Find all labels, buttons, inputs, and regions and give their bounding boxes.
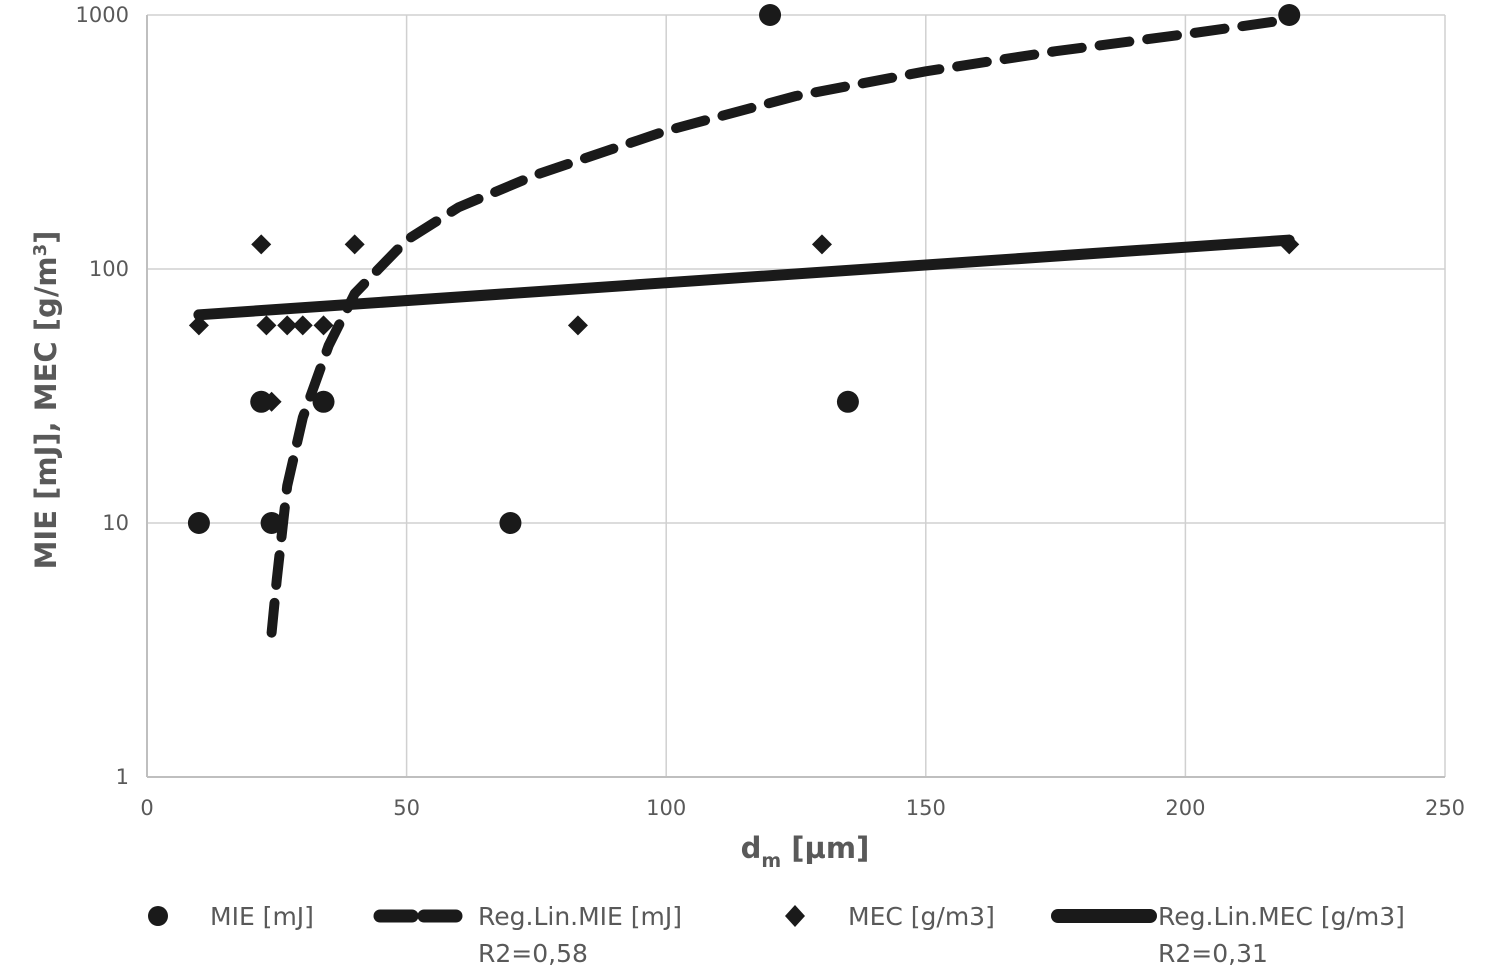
mec-point	[261, 391, 282, 412]
mec-point	[344, 234, 365, 255]
legend-mie-reg-label: Reg.Lin.MIE [mJ]	[478, 902, 682, 931]
mie-point	[187, 512, 210, 534]
y-tick-label: 10	[102, 511, 129, 535]
x-tick-label: 0	[140, 796, 153, 820]
mie-point	[1278, 4, 1301, 26]
x-tick-label: 200	[1165, 796, 1205, 820]
x-tick-label: 250	[1425, 796, 1465, 820]
legend-mec-reg-r2: R2=0,31	[1158, 939, 1268, 968]
mec-point	[251, 234, 272, 255]
mec-point	[188, 315, 209, 336]
mie-point	[499, 512, 522, 534]
mec-point	[567, 315, 588, 336]
mie-point	[260, 512, 283, 534]
plot-area	[187, 4, 1301, 638]
x-axis-title: dm [µm]	[741, 831, 870, 872]
mie-point	[836, 390, 859, 413]
legend-mie-label: MIE [mJ]	[210, 902, 314, 931]
mec-point	[313, 315, 334, 336]
legend-mie-marker	[148, 906, 168, 926]
series-line-3	[193, 234, 1295, 321]
legend: MIE [mJ] Reg.Lin.MIE [mJ] R2=0,58 MEC [g…	[148, 902, 1405, 968]
mec-point	[292, 315, 313, 336]
axis-ticks: 0 50 100 150 200 250 1 10 100 1000	[76, 3, 1466, 820]
mie-point	[759, 4, 782, 26]
mie-point	[312, 390, 335, 413]
mec-point	[811, 234, 832, 255]
legend-mie-reg-r2: R2=0,58	[478, 939, 588, 968]
mie-point	[250, 390, 273, 413]
y-tick-label: 1000	[76, 3, 129, 27]
legend-mec-label: MEC [g/m3]	[848, 902, 995, 931]
legend-mec-reg-label: Reg.Lin.MEC [g/m3]	[1158, 902, 1405, 931]
x-tick-label: 100	[646, 796, 686, 820]
y-axis-title: MIE [mJ], MEC [g/m3]	[29, 231, 63, 570]
series-line-1	[266, 14, 1295, 638]
mec-point	[1279, 234, 1300, 255]
mec-point	[277, 315, 298, 336]
legend-mec-marker	[785, 905, 805, 927]
y-tick-label: 100	[89, 257, 129, 281]
x-tick-label: 150	[906, 796, 946, 820]
gridlines	[146, 14, 1446, 778]
y-tick-label: 1	[116, 765, 129, 789]
mec-point	[256, 315, 277, 336]
x-tick-label: 50	[393, 796, 420, 820]
